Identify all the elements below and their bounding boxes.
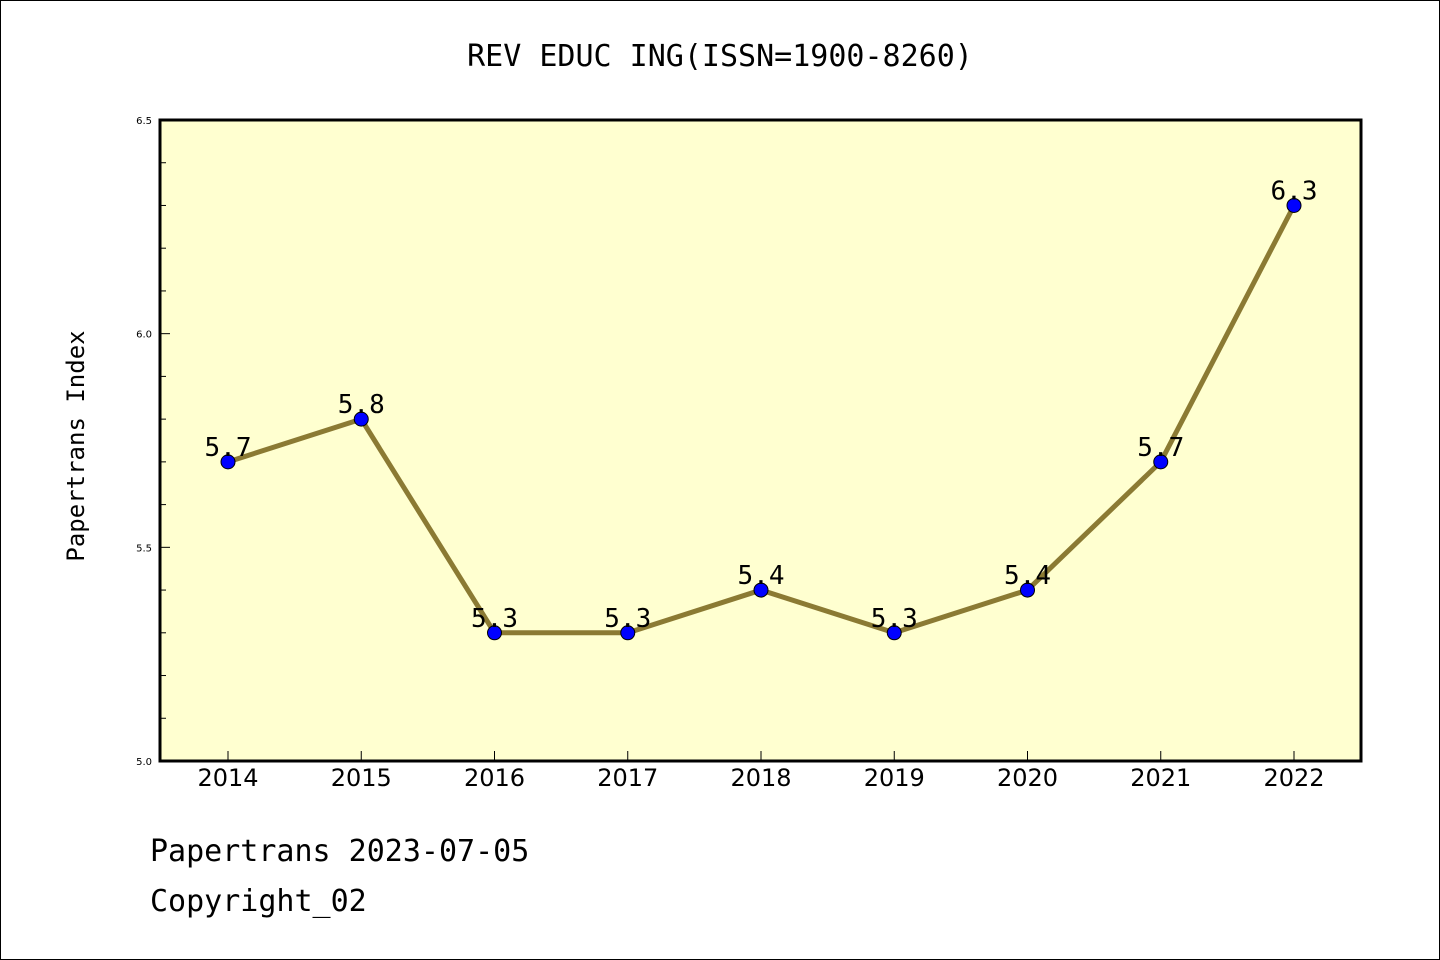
data-point [353, 411, 369, 427]
data-point [487, 625, 502, 641]
data-point [620, 625, 636, 641]
x-tick-label: 2021 [1130, 764, 1191, 792]
data-label: 5.3 [871, 604, 918, 634]
data-label: 5.3 [604, 604, 651, 634]
x-tick-label: 2022 [1263, 764, 1324, 792]
data-label: 5.8 [338, 390, 385, 420]
data-label: 5.7 [1137, 433, 1184, 463]
y-axis-label: Papertrans Index [62, 330, 90, 561]
data-point [753, 582, 769, 598]
x-tick-label: 2014 [197, 764, 258, 792]
data-label: 5.3 [471, 604, 518, 634]
data-point [1286, 197, 1302, 213]
plot-area [158, 118, 1363, 763]
x-tick-label: 2019 [864, 764, 925, 792]
x-tick-label: 2017 [597, 764, 658, 792]
data-labels: 5.7 5.8 5.3 5.3 5.4 5.3 5.4 5.7 6.3 [205, 176, 1318, 633]
footer-date: Papertrans 2023-07-05 [150, 834, 530, 869]
data-point [1153, 454, 1169, 470]
data-label: 5.4 [738, 561, 785, 591]
data-label: 5.7 [205, 433, 252, 463]
footer-copyright: Copyright_02 [150, 884, 367, 919]
y-tick-label: 5.5 [136, 543, 152, 554]
data-points [220, 197, 1302, 641]
data-label: 5.4 [1004, 561, 1051, 591]
x-axis: 2014 2015 2016 2017 2018 2019 2020 2021 2022 [197, 751, 1325, 792]
y-tick-label: 5.0 [136, 757, 152, 768]
data-label: 6.3 [1271, 176, 1318, 206]
data-point [886, 625, 902, 641]
data-point [220, 454, 236, 470]
x-tick-label: 2016 [464, 764, 525, 792]
data-point [1020, 582, 1035, 598]
x-tick-label: 2020 [997, 764, 1058, 792]
y-tick-label: 6.5 [136, 116, 152, 127]
chart-title: REV EDUC ING(ISSN=1900-8260) [467, 39, 973, 74]
y-axis: 5.0 5.5 6.0 6.5 [136, 116, 170, 768]
x-tick-label: 2018 [730, 764, 791, 792]
y-tick-label: 6.0 [136, 330, 152, 341]
x-tick-label: 2015 [331, 764, 392, 792]
